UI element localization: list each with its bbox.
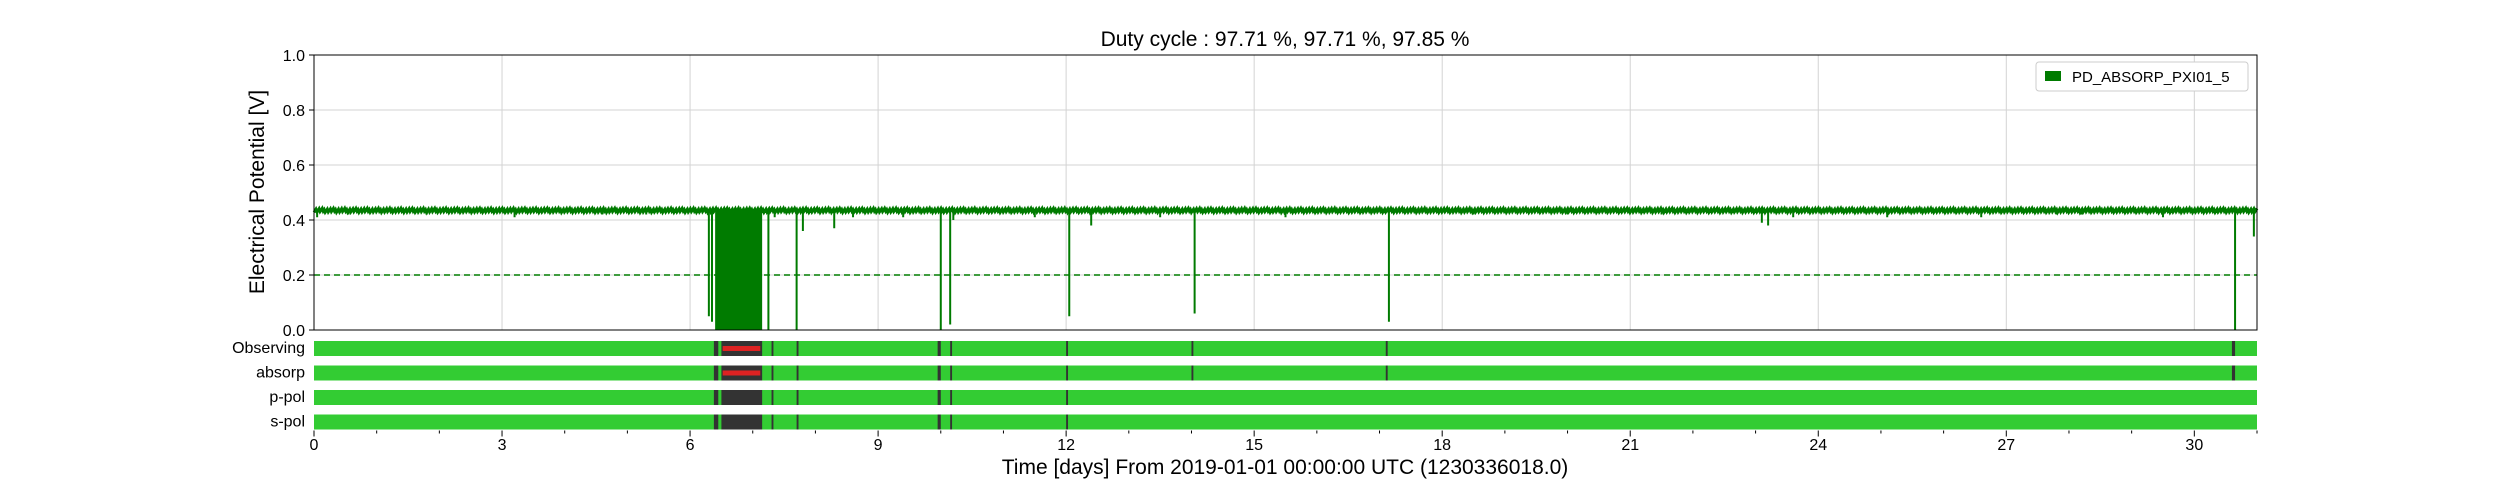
chart-title: Duty cycle : 97.71 %, 97.71 %, 97.85 % xyxy=(1101,28,1470,51)
segment-flag xyxy=(722,370,761,376)
segment-label: absorp xyxy=(256,365,305,382)
segment-off xyxy=(1066,365,1069,381)
segment-off xyxy=(771,341,774,356)
segment-bar xyxy=(314,414,2257,430)
x-tick-label: 27 xyxy=(1997,437,2015,454)
segment-off xyxy=(950,341,953,356)
segment-off xyxy=(796,390,799,405)
y-tick-label: 0.0 xyxy=(283,323,305,340)
x-tick-label: 9 xyxy=(874,437,883,454)
x-axis-ticks: 0 3 6 9 12 15 18 21 24 27 30 xyxy=(310,430,2258,454)
x-tick-label: 12 xyxy=(1057,437,1075,454)
segment-off xyxy=(937,414,941,430)
segment-bar xyxy=(314,365,2257,381)
segment-off xyxy=(771,414,774,430)
segment-off xyxy=(950,365,953,381)
y-tick-label: 1.0 xyxy=(283,48,305,65)
segment-off xyxy=(721,390,763,405)
segment-off xyxy=(937,341,941,356)
segment-off xyxy=(937,365,941,381)
y-tick-label: 0.8 xyxy=(283,103,305,120)
segment-off xyxy=(713,341,719,356)
segment-off xyxy=(1066,390,1069,405)
x-tick-label: 6 xyxy=(686,437,695,454)
data-series xyxy=(312,205,2259,330)
segment-off xyxy=(771,365,774,381)
segment-off xyxy=(950,390,953,405)
y-tick-label: 0.2 xyxy=(283,268,305,285)
legend-label: PD_ABSORP_PXI01_5 xyxy=(2072,69,2230,86)
y-tick-label: 0.6 xyxy=(283,158,305,175)
segment-label: p-pol xyxy=(269,389,305,406)
segment-off xyxy=(2231,365,2236,381)
segment-bars: Observing absorp p-pol s-pol xyxy=(232,340,2257,431)
x-tick-label: 21 xyxy=(1621,437,1639,454)
segment-flag xyxy=(722,346,761,351)
x-tick-label: 30 xyxy=(2185,437,2203,454)
segment-bar xyxy=(314,341,2257,356)
segment-off xyxy=(713,414,719,430)
plot-frame xyxy=(313,54,2258,331)
segment-off xyxy=(1066,414,1069,430)
segment-off xyxy=(796,365,799,381)
y-axis-title: Electrical Potential [V] xyxy=(246,90,269,294)
grid xyxy=(313,54,2257,331)
x-tick-label: 15 xyxy=(1245,437,1263,454)
x-tick-label: 24 xyxy=(1809,437,1827,454)
segment-off xyxy=(721,414,763,430)
segment-label: Observing xyxy=(232,340,305,357)
x-axis-title: Time [days] From 2019-01-01 00:00:00 UTC… xyxy=(1002,456,1569,479)
segment-off xyxy=(950,414,953,430)
segment-off xyxy=(1066,341,1069,356)
segment-off xyxy=(796,414,799,430)
legend: PD_ABSORP_PXI01_5 xyxy=(2035,61,2249,92)
legend-swatch xyxy=(2045,71,2061,81)
segment-off xyxy=(771,390,774,405)
x-tick-label: 18 xyxy=(1433,437,1451,454)
segment-off xyxy=(1191,365,1194,381)
x-tick-label: 0 xyxy=(310,437,319,454)
legend-box xyxy=(2035,61,2249,92)
segment-off xyxy=(1385,341,1388,356)
segment-bar xyxy=(314,390,2257,405)
segment-off xyxy=(796,341,799,356)
segment-off xyxy=(1191,341,1194,356)
y-axis-ticks: 0.0 0.2 0.4 0.6 0.8 1.0 xyxy=(283,48,314,340)
series-dense-region xyxy=(715,209,763,330)
segment-label: s-pol xyxy=(270,414,305,431)
segment-off xyxy=(1385,365,1388,381)
segment-off xyxy=(2231,341,2236,356)
x-tick-label: 3 xyxy=(498,437,507,454)
segment-off xyxy=(937,390,941,405)
y-tick-label: 0.4 xyxy=(283,213,305,230)
segment-off xyxy=(713,390,719,405)
segment-off xyxy=(713,365,719,381)
